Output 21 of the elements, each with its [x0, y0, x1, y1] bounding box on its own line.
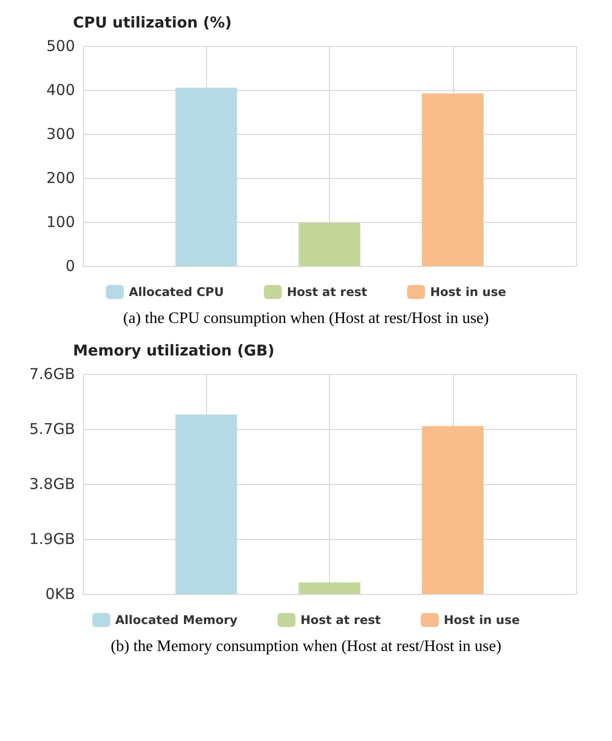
legend-label: Allocated CPU	[128, 285, 224, 299]
y-tick-label: 0	[65, 257, 75, 275]
y-tick-label: 400	[46, 81, 75, 99]
chart-title: Memory utilization (GB)	[73, 342, 275, 360]
legend-label: Host in use	[444, 613, 520, 627]
y-tick-label: 5.7GB	[29, 420, 75, 438]
text: (b) the Memory consumption when (Host at rest/Host in use)	[110, 637, 502, 657]
y-tick-label: 500	[46, 37, 75, 55]
y-tick-label: 300	[46, 125, 75, 143]
legend-label: Host in use	[430, 285, 506, 299]
y-tick-label: 200	[46, 169, 75, 187]
y-tick-label: 7.6GB	[29, 365, 75, 383]
chart-title: CPU utilization (%)	[73, 14, 232, 32]
legend-label: Allocated Memory	[115, 613, 238, 627]
text: (a) the CPU consumption when (Host at rest/Host in use)	[122, 309, 490, 329]
legend-label: Host at rest	[286, 285, 368, 299]
y-tick-label: 0KB	[45, 585, 75, 603]
y-tick-label: 1.9GB	[29, 530, 75, 548]
legend-label: Host at rest	[300, 613, 381, 627]
y-tick-label: 100	[46, 213, 75, 231]
y-tick-label: 3.8GB	[29, 475, 75, 493]
